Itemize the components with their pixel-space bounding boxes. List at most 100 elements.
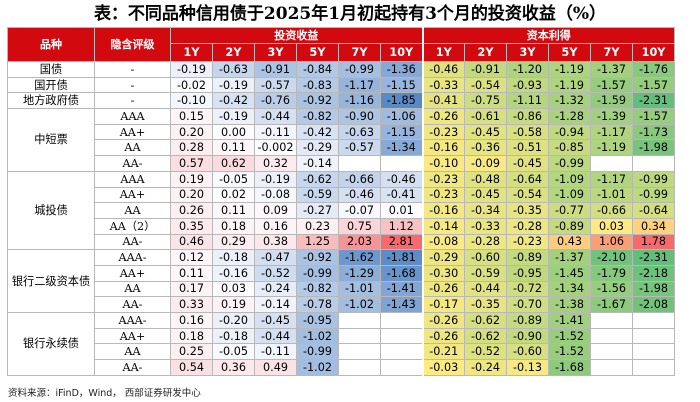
capital-gain-cell: -0.35 <box>506 202 549 219</box>
product-name-cell: 城投债 <box>7 170 95 251</box>
product-name-cell: 中短票 <box>7 108 95 172</box>
capital-gain-cell: -1.67 <box>590 296 633 313</box>
table-row: 城投债 AAA 0.19 -0.05 -0.19 -0.62 -0.66 -0.46 -0.23… <box>7 170 675 251</box>
capital-gain-cell: -1.98 <box>632 280 675 298</box>
investment-return-cell: -0.16 <box>212 264 255 282</box>
investment-return-cell: -0.24 <box>254 280 297 298</box>
investment-return-cell: -0.18 <box>212 327 255 345</box>
header-row-tenors: 1Y 2Y 3Y 5Y 7Y 10Y 1Y 2Y 3Y 5Y 7Y 10Y <box>8 43 675 62</box>
capital-gain-cell: -1.79 <box>590 264 633 282</box>
capital-gain-cell: -0.89 <box>506 249 549 266</box>
capital-gain-cell: -0.99 <box>548 155 591 172</box>
capital-gain-cell: -2.31 <box>632 92 675 110</box>
investment-return-cell: -0.02 <box>170 76 213 94</box>
capital-gain-cell: -2.08 <box>632 296 675 313</box>
capital-gain-cell: -0.45 <box>464 186 507 204</box>
table-row: AA+ 0.18 -0.18 -0.44 -1.02 -0.26 -0.62 -0.90 -1.… <box>8 327 675 345</box>
investment-return-cell: 0.11 <box>212 139 255 157</box>
product-name-cell: 银行永续债 <box>7 312 95 376</box>
capital-gain-cell: -1.19 <box>548 76 591 94</box>
investment-return-cell <box>380 359 423 376</box>
investment-return-cell: -0.63 <box>338 123 381 141</box>
product-name-cell: 银行二级资本债 <box>7 249 95 313</box>
capital-gain-cell: -1.19 <box>590 139 633 157</box>
tenor-header-investment-2y: 2Y <box>212 43 255 62</box>
capital-gain-cell: -0.03 <box>421 359 465 376</box>
capital-gain-cell <box>590 312 633 329</box>
capital-gain-cell: -0.26 <box>421 108 465 125</box>
investment-return-cell: -1.43 <box>380 296 423 313</box>
capital-gain-cell: -1.01 <box>590 186 633 204</box>
capital-gain-cell: -1.20 <box>506 61 549 78</box>
investment-return-cell: -0.44 <box>254 327 297 345</box>
product-name-cell: 国开债 <box>7 76 95 94</box>
capital-gain-cell <box>590 359 633 376</box>
investment-return-cell: -1.68 <box>380 264 423 282</box>
investment-return-cell: -0.99 <box>296 264 339 282</box>
investment-return-cell: -0.45 <box>254 312 297 329</box>
investment-return-cell: 0.00 <box>212 123 255 141</box>
investment-return-cell <box>338 359 381 376</box>
investment-return-cell: -0.63 <box>212 61 255 78</box>
investment-return-cell: -0.46 <box>380 170 423 188</box>
capital-gain-cell <box>590 155 633 172</box>
investment-return-cell: 0.49 <box>254 359 297 376</box>
capital-gain-cell <box>632 327 675 345</box>
source-note: 资料来源：iFinD，Wind， 西部证券研发中心 <box>8 388 201 399</box>
table-row: AA 0.25 -0.05 -0.11 -0.99 -0.21 -0.52 -0.60 -1.5… <box>8 343 675 361</box>
capital-gain-cell: -0.28 <box>464 233 507 251</box>
investment-return-cell: -0.14 <box>296 155 339 172</box>
capital-gain-cell: -1.38 <box>548 296 591 313</box>
capital-gain-cell: -2.10 <box>590 249 633 266</box>
rating-cell: AA+ <box>94 264 171 282</box>
capital-gain-cell: -1.73 <box>632 123 675 141</box>
rating-cell: AA <box>94 139 171 157</box>
table-row: AA+ 0.11 -0.16 -0.52 -0.99 -1.29 -1.68 -0.30 -0.… <box>8 264 675 282</box>
capital-gain-cell: -1.39 <box>590 108 633 125</box>
capital-gain-cell: 0.34 <box>632 217 675 235</box>
investment-return-cell: 0.19 <box>212 296 255 313</box>
investment-return-cell: -0.92 <box>296 92 339 110</box>
investment-return-cell: -0.19 <box>254 170 297 188</box>
capital-gain-cell: 1.78 <box>632 233 675 251</box>
product-name-cell: 国债 <box>7 61 95 78</box>
table-row: AA- 0.46 0.29 0.38 1.25 2.03 2.81 -0.08 -0.28 -0.… <box>8 233 675 251</box>
investment-return-cell: 0.18 <box>170 327 213 345</box>
investment-return-cell: 0.62 <box>212 155 255 172</box>
investment-return-cell: -0.44 <box>254 108 297 125</box>
capital-gain-cell: -0.54 <box>506 186 549 204</box>
table-title: 表：不同品种信用债于2025年1月初起持有3个月的投资收益（%） <box>93 4 607 24</box>
investment-return-cell: 2.03 <box>338 233 381 251</box>
investment-return-cell: -0.99 <box>296 343 339 361</box>
rating-cell: AAA <box>94 170 171 188</box>
capital-gain-cell: -0.66 <box>590 202 633 219</box>
investment-return-cell: -0.002 <box>254 139 297 157</box>
capital-gain-cell: -0.90 <box>506 327 549 345</box>
investment-return-cell: -1.85 <box>380 92 423 110</box>
investment-return-cell: 1.25 <box>296 233 339 251</box>
rating-cell: AA- <box>94 233 171 251</box>
rating-cell: AA <box>94 202 171 219</box>
header-capital-gain: 资本利得 <box>421 27 675 44</box>
capital-gain-cell: -0.26 <box>421 312 465 329</box>
investment-return-cell: -1.16 <box>338 92 381 110</box>
rating-cell: - <box>94 61 171 78</box>
tenor-header-investment-10y: 10Y <box>380 43 423 62</box>
capital-gain-cell: -0.61 <box>464 108 507 125</box>
capital-gain-cell: -1.41 <box>548 312 591 329</box>
capital-gain-cell: -0.91 <box>464 61 507 78</box>
capital-gain-cell <box>632 155 675 172</box>
investment-return-cell: -1.15 <box>380 76 423 94</box>
rating-cell: AAA- <box>94 312 171 329</box>
header-rating: 隐含评级 <box>94 27 171 62</box>
capital-gain-cell: -0.60 <box>506 343 549 361</box>
capital-gain-cell: -0.24 <box>464 359 507 376</box>
investment-return-cell: -1.15 <box>380 123 423 141</box>
investment-return-cell: -0.42 <box>212 92 255 110</box>
header-row-1: 品种 隐含评级 投资收益 资本利得 <box>7 27 675 62</box>
investment-return-cell: -1.02 <box>296 359 339 376</box>
investment-return-cell: -1.01 <box>338 280 381 298</box>
investment-return-cell: -0.19 <box>212 76 255 94</box>
investment-return-cell: 0.11 <box>170 264 213 282</box>
investment-return-cell: -0.07 <box>338 202 381 219</box>
